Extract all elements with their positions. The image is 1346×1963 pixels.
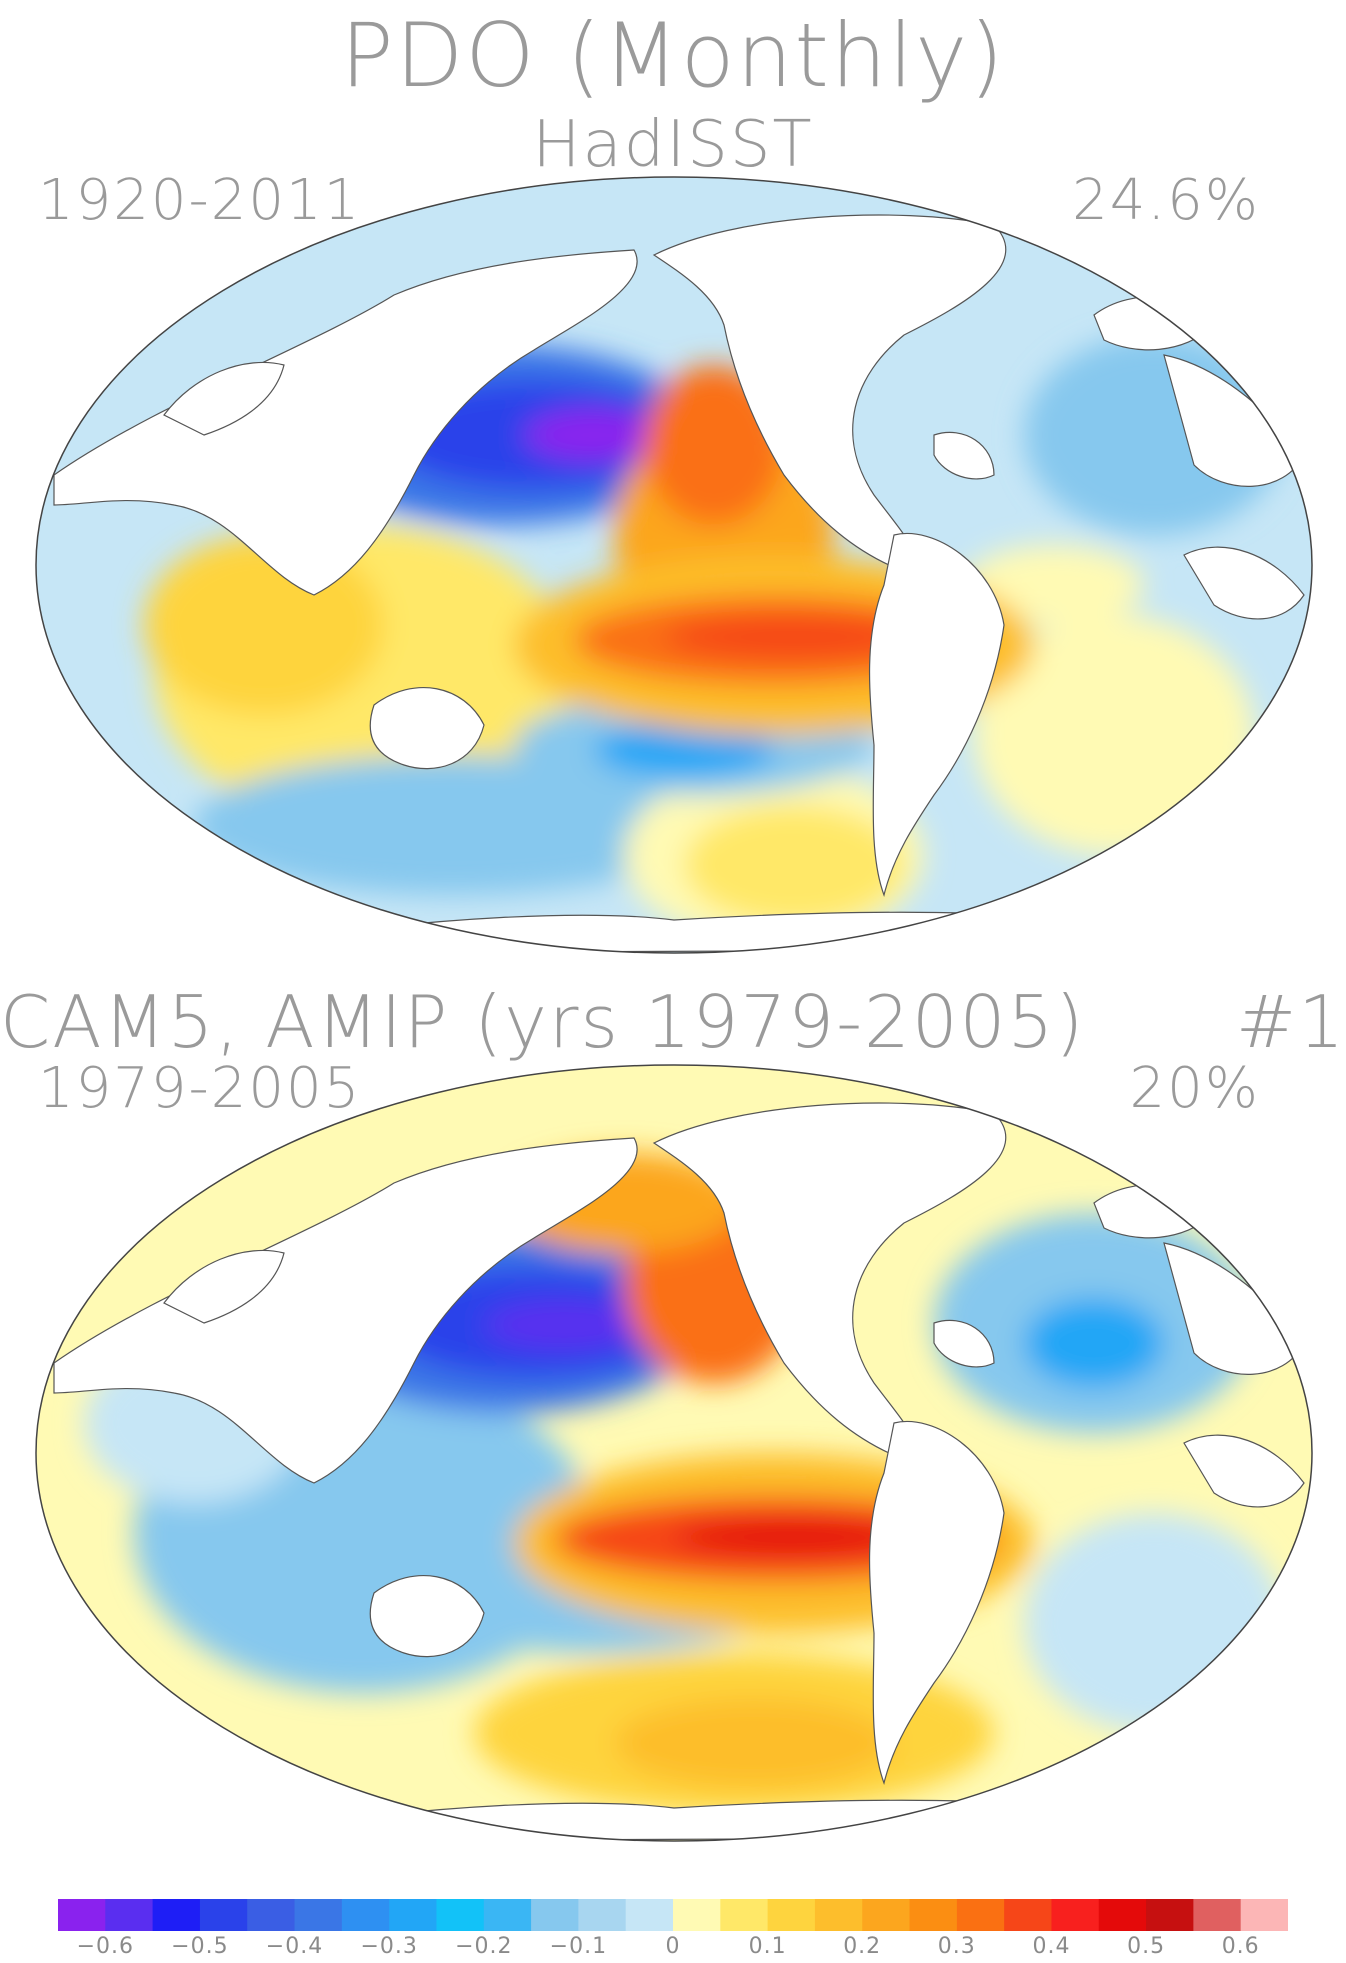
colorbar-swatch — [105, 1899, 154, 1931]
panel-2-percent: 20% — [1129, 1056, 1260, 1121]
colorbar-tick-label: 0.5 — [1127, 1934, 1166, 1959]
panel-1-percent: 24.6% — [1072, 168, 1260, 233]
colorbar-swatch — [1051, 1899, 1100, 1931]
colorbar-tick-label: −0.2 — [455, 1934, 513, 1959]
colorbar — [58, 1899, 1288, 1931]
panel-2-title: CAM5, AMIP (yrs 1979-2005) — [0, 980, 1086, 1064]
colorbar-tick-label: −0.5 — [171, 1934, 229, 1959]
colorbar-swatch — [1193, 1899, 1242, 1931]
colorbar-swatch — [767, 1899, 816, 1931]
colorbar-tick-label: 0.6 — [1221, 1934, 1260, 1959]
colorbar-tick-label: 0.2 — [843, 1934, 882, 1959]
colorbar-swatch — [247, 1899, 296, 1931]
colorbar-swatch — [1146, 1899, 1194, 1931]
colorbar-swatch — [389, 1899, 437, 1931]
colorbar-swatch — [814, 1899, 863, 1931]
panel-2-period: 1979-2005 — [38, 1056, 362, 1121]
map-panel-1 — [35, 176, 1313, 954]
colorbar-swatch — [720, 1899, 769, 1931]
colorbar-swatch — [436, 1899, 485, 1931]
colorbar-tick-label: 0.3 — [937, 1934, 976, 1959]
panel-1-title: HadISST — [532, 108, 814, 182]
colorbar-swatch — [294, 1899, 343, 1931]
colorbar-swatch — [483, 1899, 532, 1931]
colorbar-swatch — [58, 1899, 106, 1931]
colorbar-swatch — [625, 1899, 674, 1931]
colorbar-tick-label: 0 — [665, 1934, 681, 1959]
colorbar-swatch — [152, 1899, 201, 1931]
colorbar-tick-label: 0.1 — [748, 1934, 787, 1959]
colorbar-swatch — [531, 1899, 579, 1931]
colorbar-swatch — [1240, 1899, 1288, 1931]
colorbar-swatch — [578, 1899, 627, 1931]
colorbar-tick-label: −0.4 — [265, 1934, 324, 1959]
colorbar-swatch — [909, 1899, 958, 1931]
colorbar-tick-label: 0.4 — [1032, 1934, 1071, 1959]
colorbar-swatch — [341, 1899, 390, 1931]
map-panel-2 — [35, 1064, 1313, 1842]
colorbar-tick-label: −0.3 — [360, 1934, 418, 1959]
colorbar-tick-label: −0.1 — [549, 1934, 608, 1959]
colorbar-swatch — [1098, 1899, 1147, 1931]
colorbar-swatch — [673, 1899, 721, 1931]
colorbar-swatch — [862, 1899, 911, 1931]
colorbar-swatch — [199, 1899, 248, 1931]
colorbar-tick-label: −0.6 — [76, 1934, 135, 1959]
panel-2-index: #1 — [1235, 980, 1346, 1064]
colorbar-swatch — [956, 1899, 1005, 1931]
figure-title: PDO (Monthly) — [340, 4, 1006, 107]
colorbar-swatch — [1004, 1899, 1052, 1931]
panel-1-period: 1920-2011 — [38, 168, 362, 233]
